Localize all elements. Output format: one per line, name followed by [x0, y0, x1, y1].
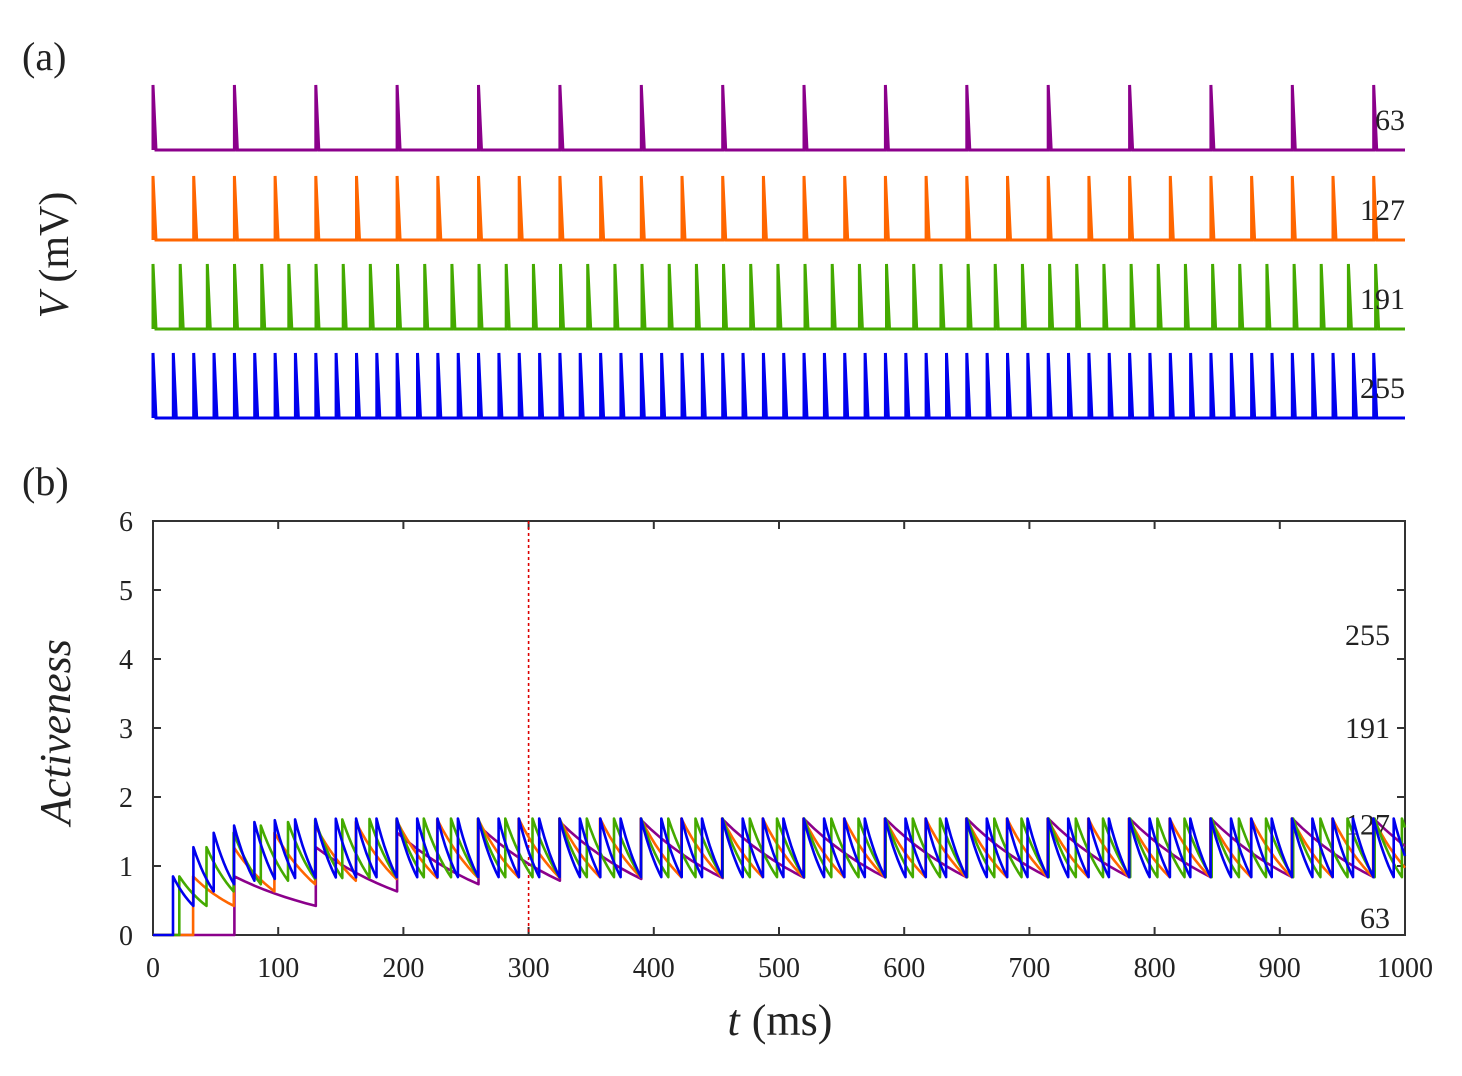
spike-trace-label-127: 127	[1360, 194, 1405, 227]
x-tick-label: 900	[1259, 953, 1301, 984]
panel-b-xlabel: t (ms)	[728, 996, 833, 1045]
x-tick-label: 700	[1008, 953, 1050, 984]
x-tick-label: 200	[382, 953, 424, 984]
panel-b-xlabel-var: t	[728, 996, 742, 1045]
panel-a-label: (a)	[22, 34, 66, 79]
panel-a-ylabel: V (mV)	[32, 192, 78, 319]
y-tick-label: 5	[119, 576, 133, 607]
activeness-label-255: 255	[1345, 619, 1390, 652]
spike-trace-191	[151, 263, 1405, 331]
x-tick-label: 1000	[1377, 953, 1433, 984]
spike-trace-label-255: 255	[1360, 372, 1405, 405]
panel-b-label: (b)	[22, 459, 69, 504]
spike-trace-63	[151, 84, 1405, 152]
y-tick-label: 0	[119, 921, 133, 952]
y-tick-label: 6	[119, 507, 133, 538]
x-tick-label: 100	[257, 953, 299, 984]
activeness-line-255	[153, 817, 1407, 937]
plot-frame	[152, 520, 1406, 936]
x-tick-label: 800	[1134, 953, 1176, 984]
x-tick-label: 0	[146, 953, 160, 984]
panel-b-xlabel-unit: (ms)	[752, 996, 833, 1045]
panel-b-ylabel: Activeness	[31, 639, 80, 828]
y-tick-label: 3	[119, 714, 133, 745]
panel-b: (b) Activeness t (ms) 0 100 200 300 400 500 600…	[22, 459, 1433, 1045]
y-tick-label: 2	[119, 783, 133, 814]
panel-a: (a) V (mV) 63 127 191 255	[22, 34, 1405, 420]
spike-trace-label-191: 191	[1360, 283, 1405, 316]
activeness-label-63: 63	[1360, 902, 1390, 935]
spike-trace-255	[151, 352, 1405, 420]
activeness-axes: 0 100 200 300 400 500 600 700 800 900 1000 0 1 2 3 4 5 6	[119, 507, 1433, 984]
x-tick-label: 300	[508, 953, 550, 984]
y-tick-label: 1	[119, 852, 133, 883]
panel-a-ylabel-var: V	[32, 288, 78, 318]
x-tick-label: 500	[758, 953, 800, 984]
activeness-label-191: 191	[1345, 712, 1390, 745]
panel-a-ylabel-unit: (mV)	[32, 192, 78, 283]
y-tick-label: 4	[119, 645, 133, 676]
x-tick-label: 600	[883, 953, 925, 984]
spike-trace-127	[151, 175, 1405, 242]
spike-trace-label-63: 63	[1375, 104, 1405, 137]
voltage-traces: 63 127 191 255	[151, 84, 1405, 420]
x-tick-label: 400	[633, 953, 675, 984]
